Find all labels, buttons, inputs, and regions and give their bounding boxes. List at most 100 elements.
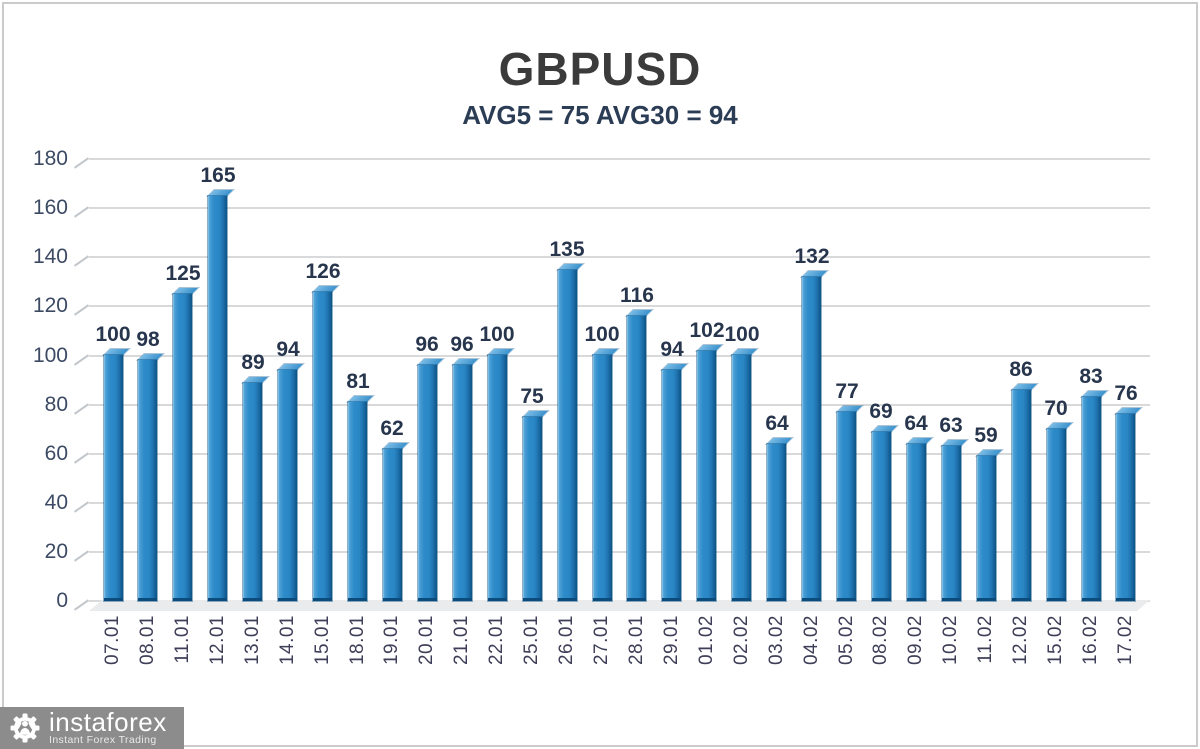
- x-axis-label: 08.01: [137, 615, 158, 666]
- bar: [872, 432, 891, 601]
- bar-value-label: 69: [869, 400, 893, 423]
- instaforex-logo: instaforex Instant Forex Trading: [0, 707, 184, 749]
- bar: [313, 292, 332, 601]
- bar-value-label: 100: [95, 323, 131, 346]
- bar: [732, 355, 751, 601]
- x-axis-label: 12.01: [207, 615, 228, 666]
- x-axis-label: 27.01: [591, 615, 612, 666]
- bar-value-label: 98: [136, 328, 160, 351]
- logo-tagline: Instant Forex Trading: [49, 734, 157, 746]
- y-axis-label: 80: [44, 393, 68, 416]
- axis-depth-tick: [73, 354, 90, 366]
- bar-value-label: 70: [1044, 397, 1068, 420]
- bar-value-label: 94: [276, 338, 300, 361]
- bar-value-label: 86: [1009, 358, 1033, 381]
- bar: [942, 446, 961, 601]
- x-axis-label: 19.01: [381, 615, 402, 666]
- axis-depth-tick: [73, 599, 90, 611]
- bar-value-label: 76: [1114, 382, 1138, 405]
- chart-title: GBPUSD: [498, 43, 702, 95]
- axis-depth-tick: [73, 501, 90, 513]
- x-axis-label: 11.01: [172, 615, 193, 664]
- bar: [278, 370, 297, 601]
- bar-value-label: 77: [835, 380, 859, 403]
- x-axis-label: 16.02: [1080, 615, 1101, 666]
- y-axis-label: 20: [44, 540, 68, 563]
- bar-value-label: 125: [165, 262, 201, 285]
- x-axis-label: 20.01: [416, 615, 437, 666]
- y-axis-label: 140: [32, 245, 68, 268]
- bar: [907, 444, 926, 601]
- axis-depth-tick: [73, 403, 90, 415]
- bar-value-label: 81: [346, 370, 370, 393]
- bar-value-label: 100: [479, 323, 515, 346]
- bar: [208, 196, 227, 601]
- y-axis-label: 60: [44, 442, 68, 465]
- bar-value-label: 102: [689, 319, 725, 342]
- y-axis-label: 120: [32, 294, 68, 317]
- bar-value-label: 83: [1079, 365, 1103, 388]
- logo-name: instaforex: [49, 707, 167, 737]
- bar: [383, 449, 402, 601]
- bar: [662, 370, 681, 601]
- bar-value-label: 63: [939, 414, 963, 437]
- x-axis-label: 13.01: [242, 615, 263, 666]
- bar: [837, 412, 856, 601]
- bar: [627, 316, 646, 601]
- y-axis-label: 0: [56, 589, 68, 612]
- x-axis-label: 04.02: [801, 615, 822, 666]
- x-axis-label: 02.02: [731, 615, 752, 666]
- y-axis-label: 100: [32, 344, 68, 367]
- x-axis-label: 26.01: [556, 615, 577, 666]
- gridline: [89, 355, 1150, 357]
- axis-depth-tick: [73, 550, 90, 562]
- bar-value-label: 132: [794, 245, 830, 268]
- x-axis-label: 11.02: [975, 615, 996, 664]
- bar: [1082, 397, 1101, 601]
- x-axis-label: 14.01: [277, 615, 298, 666]
- bar-value-label: 100: [584, 323, 620, 346]
- x-axis-label: 22.01: [486, 615, 507, 666]
- x-axis-label: 15.01: [312, 615, 333, 666]
- x-axis-label: 09.02: [905, 615, 926, 666]
- bar-value-label: 64: [904, 412, 928, 435]
- bar-value-label: 64: [765, 412, 789, 435]
- bar-value-label: 96: [450, 333, 474, 356]
- bar: [348, 402, 367, 601]
- bar-value-label: 135: [549, 238, 585, 261]
- axis-depth-tick: [73, 157, 90, 169]
- gridline: [89, 502, 1150, 504]
- gridline: [89, 453, 1150, 455]
- bar: [173, 294, 192, 601]
- bar-value-label: 89: [241, 351, 265, 374]
- gridline: [89, 256, 1150, 258]
- axis-depth-tick: [73, 206, 90, 218]
- x-axis-label: 08.02: [870, 615, 891, 666]
- logo-text-block: instaforex Instant Forex Trading: [49, 707, 167, 746]
- x-axis-label: 15.02: [1045, 615, 1066, 666]
- axis-depth-tick: [73, 452, 90, 464]
- bar: [1116, 414, 1135, 601]
- x-axis-label: 18.01: [347, 615, 368, 666]
- bar-value-label: 62: [380, 417, 404, 440]
- x-axis-label: 21.01: [451, 615, 472, 666]
- chart-floor: [89, 600, 1150, 611]
- x-axis-label: 05.02: [836, 615, 857, 666]
- bar: [453, 365, 472, 601]
- bar: [593, 355, 612, 601]
- bar-value-label: 75: [520, 385, 544, 408]
- bar-value-label: 116: [620, 284, 654, 307]
- bar: [418, 365, 437, 601]
- axis-depth-tick: [73, 304, 90, 316]
- gridline: [89, 404, 1150, 406]
- bar: [138, 360, 157, 601]
- chart-subtitle: AVG5 = 75 AVG30 = 94: [462, 100, 738, 130]
- y-axis-label: 40: [44, 491, 68, 514]
- bar: [1012, 390, 1031, 601]
- bar: [523, 417, 542, 601]
- gear-person-icon: [10, 713, 40, 743]
- y-axis-label: 180: [32, 147, 68, 170]
- x-axis-label: 29.01: [661, 615, 682, 666]
- gridline: [89, 305, 1150, 307]
